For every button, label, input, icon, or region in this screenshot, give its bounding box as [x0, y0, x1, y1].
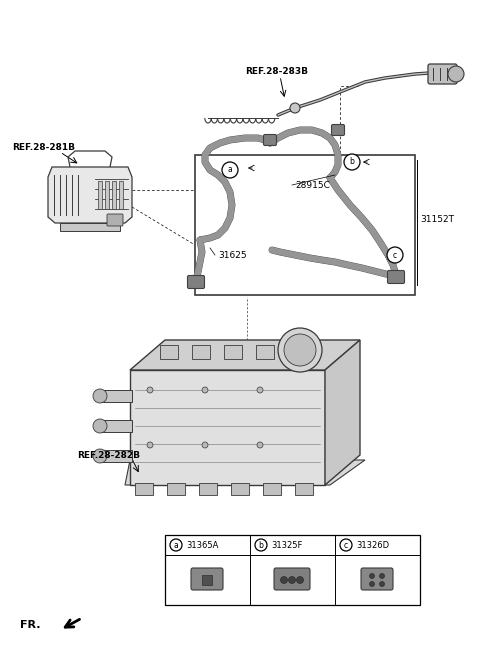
Bar — [202, 575, 212, 585]
Text: FR.: FR. — [20, 620, 40, 630]
Circle shape — [370, 581, 374, 587]
FancyBboxPatch shape — [107, 214, 123, 226]
Circle shape — [93, 389, 107, 403]
Circle shape — [370, 574, 374, 579]
Circle shape — [255, 539, 267, 551]
Polygon shape — [48, 167, 132, 223]
FancyBboxPatch shape — [274, 568, 310, 590]
Bar — [167, 483, 185, 495]
Circle shape — [344, 154, 360, 170]
Circle shape — [297, 576, 303, 583]
Circle shape — [387, 247, 403, 263]
Text: 31325F: 31325F — [271, 541, 302, 549]
Bar — [231, 483, 249, 495]
Circle shape — [278, 328, 322, 372]
Bar — [100, 390, 132, 402]
Circle shape — [147, 387, 153, 393]
Bar — [165, 535, 420, 605]
Bar — [263, 483, 281, 495]
Text: a: a — [174, 541, 179, 549]
Polygon shape — [130, 340, 360, 370]
Text: REF.28-282B: REF.28-282B — [77, 451, 140, 459]
Circle shape — [380, 581, 384, 587]
Bar — [224, 345, 242, 359]
Circle shape — [93, 449, 107, 463]
Text: b: b — [349, 158, 354, 166]
Circle shape — [448, 66, 464, 82]
Bar — [256, 345, 274, 359]
FancyBboxPatch shape — [361, 568, 393, 590]
Bar — [192, 345, 210, 359]
Circle shape — [257, 442, 263, 448]
Text: REF.28-283B: REF.28-283B — [245, 68, 308, 76]
FancyBboxPatch shape — [428, 64, 457, 84]
FancyBboxPatch shape — [264, 135, 276, 145]
Circle shape — [170, 539, 182, 551]
Bar — [60, 223, 120, 231]
Text: 28915C: 28915C — [295, 181, 330, 189]
Bar — [112, 181, 116, 209]
Polygon shape — [325, 340, 360, 485]
FancyBboxPatch shape — [387, 271, 405, 284]
Bar — [130, 370, 325, 485]
Bar — [135, 483, 153, 495]
Text: 31625: 31625 — [218, 250, 247, 260]
FancyBboxPatch shape — [191, 568, 223, 590]
Circle shape — [380, 574, 384, 579]
Circle shape — [93, 419, 107, 433]
Bar — [100, 450, 132, 462]
Bar — [295, 483, 313, 495]
Text: a: a — [228, 166, 232, 175]
Circle shape — [202, 442, 208, 448]
Text: 31152T: 31152T — [420, 215, 454, 225]
Circle shape — [340, 539, 352, 551]
Circle shape — [290, 103, 300, 113]
Text: b: b — [259, 541, 264, 549]
Bar — [98, 181, 102, 209]
Bar — [195, 155, 415, 295]
Circle shape — [280, 576, 288, 583]
FancyBboxPatch shape — [332, 124, 345, 135]
Text: 31365A: 31365A — [186, 541, 218, 549]
Polygon shape — [125, 460, 365, 485]
Circle shape — [222, 162, 238, 178]
Bar — [105, 181, 109, 209]
Circle shape — [288, 576, 296, 583]
Text: REF.28-281B: REF.28-281B — [12, 143, 75, 152]
Bar — [199, 483, 217, 495]
Circle shape — [284, 334, 316, 366]
FancyBboxPatch shape — [188, 275, 204, 288]
Text: c: c — [393, 250, 397, 260]
Bar — [119, 181, 123, 209]
Circle shape — [202, 387, 208, 393]
Text: c: c — [344, 541, 348, 549]
Circle shape — [257, 387, 263, 393]
Circle shape — [147, 442, 153, 448]
Text: 31326D: 31326D — [356, 541, 389, 549]
Bar — [100, 420, 132, 432]
Bar — [160, 345, 178, 359]
